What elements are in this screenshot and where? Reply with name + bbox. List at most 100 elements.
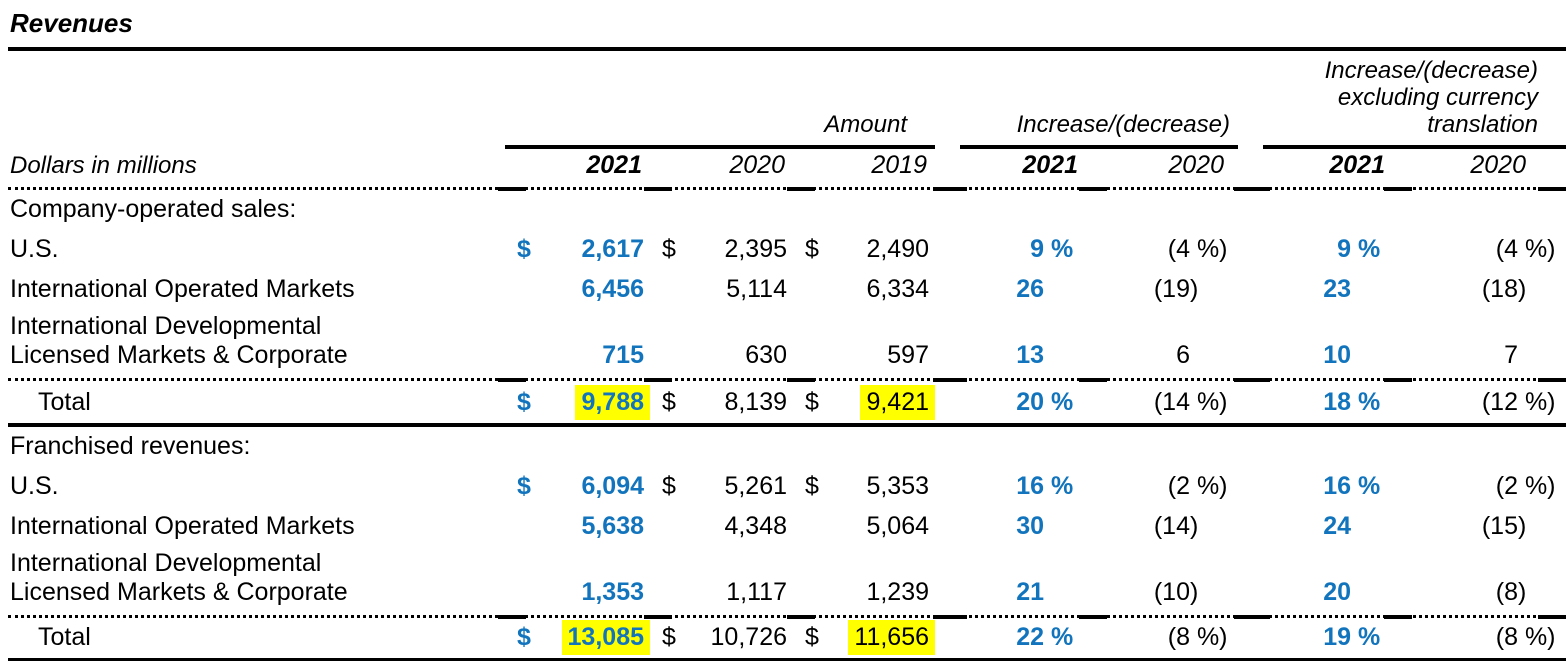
pct-suffix: %) (1518, 623, 1556, 651)
pct-value: 10 (1323, 341, 1351, 369)
section-heading-row: Franchised revenues: (8, 427, 1566, 467)
pct-cell-increase-2021: 26 (960, 275, 1092, 310)
amount-cell-2019: $9,421 (793, 385, 935, 423)
currency-symbol: $ (662, 472, 676, 500)
pct-value: (8 (1495, 623, 1518, 651)
pct-suffix: %) (1190, 472, 1228, 500)
table-row: International Operated Markets 6,456 5,1… (8, 270, 1566, 310)
pct-cell-excluding-2020: (8) (1399, 578, 1566, 613)
pct-value: 6 (1176, 341, 1190, 369)
table-row: International Operated Markets 5,638 4,3… (8, 507, 1566, 547)
pct-value: 7 (1504, 341, 1518, 369)
pct-suffix (1044, 578, 1078, 607)
pct-cell-increase-2021: 20 % (960, 388, 1092, 423)
pct-cell-excluding-2021: 23 (1263, 275, 1399, 310)
amount-cell-2020: 5,114 (650, 275, 793, 310)
amount-value: 4,348 (724, 512, 787, 540)
pct-suffix: %) (1518, 472, 1556, 500)
pct-value: 18 (1323, 388, 1351, 416)
pct-cell-excluding-2020: (2 %) (1399, 472, 1566, 507)
pct-value: (10 (1153, 578, 1190, 606)
pct-value: 9 (1030, 235, 1044, 263)
amount-cell-2021: $13,085 (505, 620, 650, 658)
pct-cell-excluding-2021: 18 % (1263, 388, 1399, 423)
pct-cell-excluding-2021: 19 % (1263, 623, 1399, 658)
pct-suffix: %) (1518, 235, 1556, 263)
top-rule-line (8, 47, 1566, 51)
year-header-row: Dollars in millions 2021 2020 2019 2021 … (8, 145, 1566, 185)
amount-cell-2019: $2,490 (793, 235, 935, 270)
pct-suffix (1351, 341, 1385, 370)
section-rule-line (8, 423, 1566, 427)
pct-value: (2 (1495, 472, 1518, 500)
currency-symbol: $ (517, 235, 531, 263)
pct-suffix: % (1351, 388, 1381, 416)
amount-cell-2021: $9,788 (505, 385, 650, 423)
pct-cell-excluding-2021: 20 (1263, 578, 1399, 613)
pct-value: (8 (1495, 578, 1518, 606)
pct-suffix (1044, 275, 1078, 304)
amount-cell-2021: 6,456 (505, 275, 650, 310)
amount-value: 6,094 (581, 472, 644, 500)
pct-cell-excluding-2021: 9 % (1263, 235, 1399, 270)
dash-dot-divider (8, 185, 1566, 191)
pct-value: 22 (1016, 623, 1044, 651)
pct-cell-excluding-2020: (4 %) (1399, 235, 1566, 270)
pct-cell-excluding-2020: (15) (1399, 512, 1566, 547)
pct-suffix (1351, 578, 1385, 607)
amount-cell-2019: $11,656 (793, 620, 935, 658)
table-row: U.S. $6,094 $5,261 $5,353 16 % (2 %) 16 … (8, 467, 1566, 507)
unit-label: Dollars in millions (10, 152, 197, 179)
amount-value: 1,353 (581, 578, 644, 606)
row-label-text: U.S. (10, 472, 59, 500)
dash-dot-divider (8, 376, 1566, 382)
amount-cell-2019: 6,334 (793, 275, 935, 310)
pct-value: 20 (1016, 388, 1044, 416)
pct-suffix: % (1044, 623, 1074, 651)
pct-cell-increase-2021: 9 % (960, 235, 1092, 270)
pct-value: (18 (1481, 275, 1518, 303)
currency-symbol: $ (517, 623, 531, 651)
row-label-text-line2: Licensed Markets & Corporate (10, 578, 348, 606)
amount-cell-2021: 5,638 (505, 512, 650, 547)
row-label: International Operated Markets (8, 275, 505, 310)
total-row: Total $9,788 $8,139 $9,421 20 % (14 %) 1… (8, 381, 1566, 423)
pct-value: 16 (1016, 472, 1044, 500)
pct-value: (15 (1481, 512, 1518, 540)
pct-cell-increase-2020: (4 %) (1092, 235, 1238, 270)
pct-cell-increase-2021: 21 (960, 578, 1092, 613)
pct-value: (14 (1153, 388, 1190, 416)
pct-value: 19 (1323, 623, 1351, 651)
pct-cell-increase-2020: (19) (1092, 275, 1238, 310)
amount-cell-2020: $2,395 (650, 235, 793, 270)
total-label-text: Total (38, 388, 91, 416)
group-header-amount: Amount (824, 111, 907, 138)
amount-cell-2020: 4,348 (650, 512, 793, 547)
pct-suffix (1044, 341, 1078, 370)
currency-symbol: $ (517, 388, 531, 416)
row-label: International Operated Markets (8, 512, 505, 547)
table-row: International Developmental Licensed Mark… (8, 310, 1566, 376)
pct-value: (12 (1481, 388, 1518, 416)
pct-suffix: ) (1518, 512, 1527, 540)
row-label: U.S. (8, 472, 505, 507)
amount-value: 1,117 (726, 578, 787, 606)
section-heading: Company-operated sales: (10, 195, 297, 223)
pct-suffix: ) (1518, 578, 1527, 606)
amount-cell-2019: 1,239 (793, 578, 935, 613)
amount-cell-2021: $6,094 (505, 472, 650, 507)
amount-cell-2020: 630 (650, 341, 793, 376)
pct-cell-increase-2020: (8 %) (1092, 623, 1238, 658)
amount-value: 5,261 (724, 472, 787, 500)
pct-suffix: % (1044, 235, 1074, 263)
amount-cell-2019: $5,353 (793, 472, 935, 507)
total-label-text: Total (38, 623, 91, 651)
total-row: Total $13,085 $10,726 $11,656 22 % (8 %)… (8, 618, 1566, 658)
year-header-amount-2019: 2019 (793, 145, 935, 185)
currency-symbol: $ (662, 388, 676, 416)
section-heading: Franchised revenues: (10, 432, 251, 460)
pct-suffix: % (1351, 623, 1381, 651)
year-header-increase-2021: 2021 (960, 145, 1092, 185)
amount-cell-2020: 1,117 (650, 578, 793, 613)
pct-suffix (1190, 341, 1224, 370)
